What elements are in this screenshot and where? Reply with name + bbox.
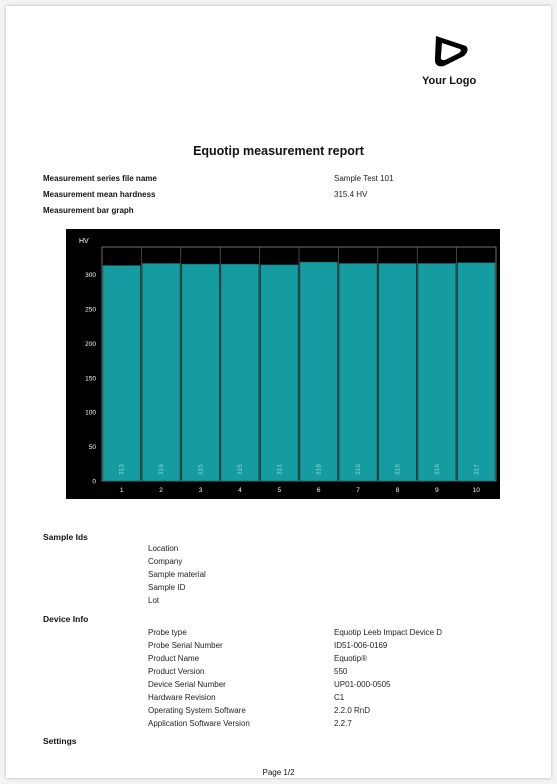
bar-value-label: 313 [119,464,126,475]
x-tick-label: 8 [396,487,400,494]
list-item: Sample material [148,570,206,579]
device-info-value: Equotip® [334,654,368,663]
x-tick-label: 2 [159,487,163,494]
bar-value-label: 316 [395,464,402,475]
device-info-value: C1 [334,693,345,702]
logo-text: Your Logo [422,75,477,87]
chart-bar [417,263,456,482]
y-tick-label: 200 [85,341,96,348]
chart-bar [378,263,417,482]
bar-value-label: 318 [316,464,323,475]
device-info-label: Hardware Revision [148,693,216,702]
device-info-label: Application Software Version [148,719,250,728]
field-label-bar-graph: Measurement bar graph [43,206,134,215]
logo-icon [434,36,468,67]
y-tick-label: 100 [85,410,96,417]
chart-bar [260,264,299,482]
y-tick-label: 50 [89,444,97,451]
report-page: Your Logo Equotip measurement report Mea… [6,6,551,778]
list-item: Sample ID [148,583,186,592]
device-info-label: Product Version [148,667,205,676]
chart-bar [299,261,338,482]
y-tick-label: 250 [85,306,96,313]
x-tick-label: 9 [435,487,439,494]
list-item: Lot [148,596,160,605]
device-info-value: 2.2.0 RnD [334,706,371,715]
chart-bar [181,263,220,482]
x-tick-label: 10 [473,487,481,494]
x-tick-label: 4 [238,487,242,494]
x-tick-label: 3 [199,487,203,494]
bar-value-label: 315 [237,464,244,475]
bar-value-label: 316 [158,464,165,475]
chart-bar [457,262,496,482]
x-tick-label: 5 [277,487,281,494]
list-item: Location [148,544,179,553]
hardness-bar-chart: HV 0 50 100 150 200 250 300 313 1 316 2 315 3 315 4 314 5… [66,229,500,499]
bar-value-label: 316 [434,464,441,475]
x-tick-label: 1 [120,487,124,494]
page-number: Page 1/2 [262,768,295,777]
chart-bar [142,263,181,482]
device-info-label: Probe Serial Number [148,641,223,650]
device-info-value: UP01-000-0505 [334,680,391,689]
sample-ids-list: Location Company Sample material Sample … [148,542,206,607]
device-info-value: Equotip Leeb Impact Device D [334,628,443,637]
bar-value-label: 317 [473,464,480,475]
chart-bar [220,263,259,482]
section-title-sample-ids: Sample Ids [43,532,88,542]
y-tick-label: 300 [85,272,96,279]
section-title-device-info: Device Info [43,614,89,624]
list-item: Company [148,557,183,566]
field-label-mean-hardness: Measurement mean hardness [43,190,156,199]
device-info-label: Operating System Software [148,706,246,715]
section-title-settings: Settings [43,736,77,746]
device-info-values: Equotip Leeb Impact Device D ID51-006-01… [334,626,442,730]
bar-value-label: 314 [276,464,283,475]
field-value-mean-hardness: 315.4 HV [334,190,368,199]
y-axis-label: HV [79,238,89,245]
x-tick-label: 6 [317,487,321,494]
chart-bar [102,265,141,482]
y-tick-label: 0 [92,479,96,486]
device-info-label: Product Name [148,654,200,663]
device-info-labels: Probe type Probe Serial Number Product N… [148,626,250,730]
field-label-file-name: Measurement series file name [43,174,157,183]
x-tick-label: 7 [356,487,360,494]
device-info-label: Device Serial Number [148,680,226,689]
device-info-value: 550 [334,667,348,676]
device-info-value: ID51-006-0169 [334,641,388,650]
report-title: Equotip measurement report [193,144,364,158]
device-info-label: Probe type [148,628,187,637]
device-info-value: 2.2.7 [334,719,352,728]
chart-bar [339,263,378,482]
bar-value-label: 315 [198,464,205,475]
y-tick-label: 150 [85,375,96,382]
field-value-file-name: Sample Test 101 [334,174,394,183]
bar-value-label: 316 [355,464,362,475]
